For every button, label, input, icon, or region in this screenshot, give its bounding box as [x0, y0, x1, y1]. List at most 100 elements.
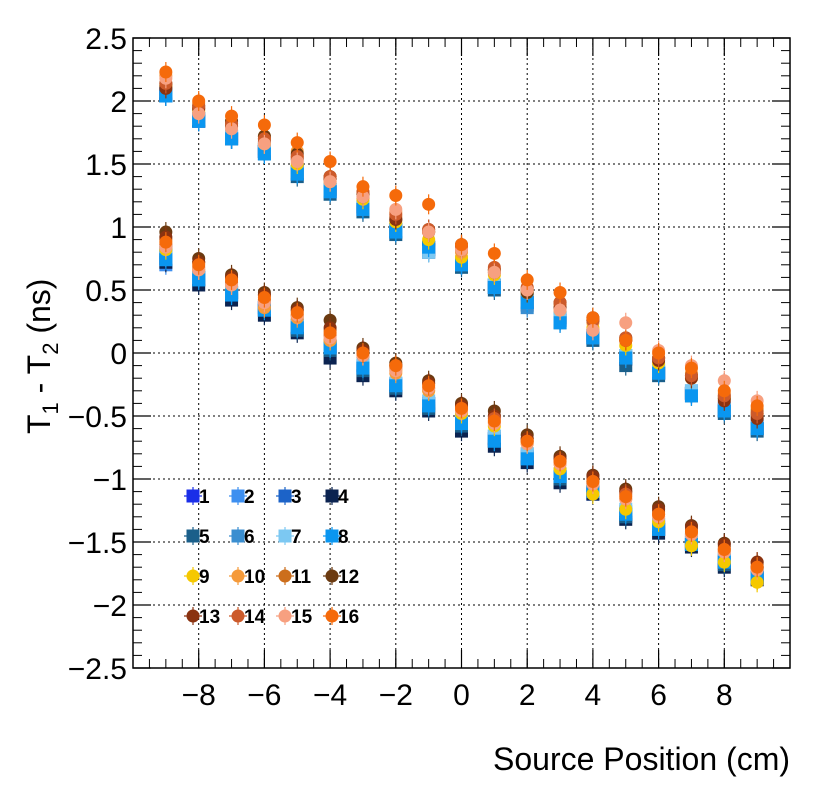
data-point — [422, 399, 436, 413]
data-point — [257, 147, 271, 161]
data-point — [389, 359, 403, 373]
data-point — [356, 346, 370, 360]
data-point — [750, 575, 764, 589]
legend-entry-4: 4 — [323, 487, 349, 508]
y-tick-label: −0.5 — [68, 401, 127, 434]
data-point — [389, 202, 403, 216]
legend-entry-10: 10 — [229, 567, 265, 588]
legend-marker — [186, 529, 200, 543]
y-tick-label: 1.5 — [85, 149, 127, 182]
data-point — [717, 543, 731, 557]
data-point — [257, 118, 271, 132]
legend-label: 13 — [199, 607, 220, 628]
data-point — [717, 374, 731, 388]
data-point — [553, 454, 567, 468]
data-point — [684, 525, 698, 539]
x-tick-label: 0 — [453, 679, 470, 712]
data-point — [487, 414, 501, 428]
legend-marker — [231, 489, 245, 503]
data-point — [750, 399, 764, 413]
legend-marker — [278, 609, 292, 623]
data-point — [257, 291, 271, 305]
data-point — [422, 225, 436, 239]
x-tick-label: −2 — [379, 679, 413, 712]
data-point — [455, 417, 468, 431]
legend-entry-9: 9 — [184, 567, 210, 588]
data-point — [225, 288, 239, 302]
legend-marker — [231, 529, 245, 543]
data-point — [553, 286, 567, 300]
data-point — [652, 346, 666, 360]
legend-marker — [278, 529, 292, 543]
x-tick-label: 2 — [519, 679, 536, 712]
legend-label: 10 — [244, 567, 265, 588]
y-tick-label: −1.5 — [68, 527, 127, 560]
series-16 — [159, 232, 764, 578]
data-point — [323, 326, 337, 340]
data-point — [389, 225, 403, 239]
data-point — [619, 333, 633, 347]
legend-marker — [325, 609, 339, 623]
legend-entry-16: 16 — [323, 607, 359, 628]
data-point — [192, 94, 206, 108]
data-point — [487, 246, 501, 260]
legend-marker — [278, 489, 292, 503]
legend-label: 2 — [244, 487, 255, 508]
legend-entry-6: 6 — [229, 527, 255, 548]
data-point — [225, 109, 239, 123]
data-point — [389, 379, 403, 393]
data-point — [257, 137, 271, 151]
legend-entry-11: 11 — [276, 567, 312, 588]
data-point — [323, 154, 337, 168]
data-point — [520, 452, 534, 466]
data-point — [750, 560, 764, 574]
data-point — [684, 539, 698, 553]
x-tick-labels: −8 −6 −4 −2 0 2 4 6 8 — [182, 679, 733, 712]
data-point — [225, 273, 239, 287]
data-point — [652, 507, 666, 521]
legend-entry-8: 8 — [323, 527, 349, 548]
data-point — [586, 475, 600, 489]
legend-label: 11 — [291, 567, 312, 588]
data-point — [455, 401, 468, 415]
data-point — [225, 132, 239, 146]
legend-label: 9 — [199, 567, 210, 588]
data-point — [290, 136, 304, 150]
data-point — [290, 306, 304, 320]
legend-label: 4 — [338, 487, 349, 508]
y-tick-label: 2 — [110, 86, 127, 119]
x-tick-label: 8 — [716, 679, 733, 712]
y-tick-labels: 2.5 2 1.5 1 0.5 0 −0.5 −1 −1.5 −2 −2.5 — [68, 23, 127, 686]
data-point — [487, 265, 501, 279]
legend-entry-7: 7 — [276, 527, 302, 548]
data-point — [323, 175, 337, 189]
x-axis-title: Source Position (cm) — [493, 741, 790, 777]
data-point — [553, 316, 567, 330]
data-point — [290, 154, 304, 168]
legend-label: 1 — [199, 487, 210, 508]
data-point — [389, 189, 403, 202]
data-point — [553, 303, 567, 317]
data-point — [356, 361, 370, 375]
x-tick-label: 4 — [585, 679, 602, 712]
legend-entry-2: 2 — [229, 487, 255, 508]
data-point — [586, 311, 600, 325]
data-point — [422, 197, 436, 211]
legend-marker — [325, 569, 339, 583]
data-point — [192, 107, 206, 121]
legend-label: 14 — [244, 607, 266, 628]
legend-marker — [278, 569, 292, 583]
legend-label: 3 — [291, 487, 302, 508]
data-point — [323, 185, 337, 199]
data-point — [717, 384, 731, 398]
y-tick-label: 0 — [110, 338, 127, 371]
data-points — [159, 62, 764, 593]
legend-marker — [186, 609, 200, 623]
data-point — [455, 238, 468, 252]
legend-label: 7 — [291, 527, 302, 548]
data-point — [717, 404, 731, 418]
legend-entry-5: 5 — [184, 527, 210, 548]
y-tick-label: 1 — [110, 212, 127, 245]
